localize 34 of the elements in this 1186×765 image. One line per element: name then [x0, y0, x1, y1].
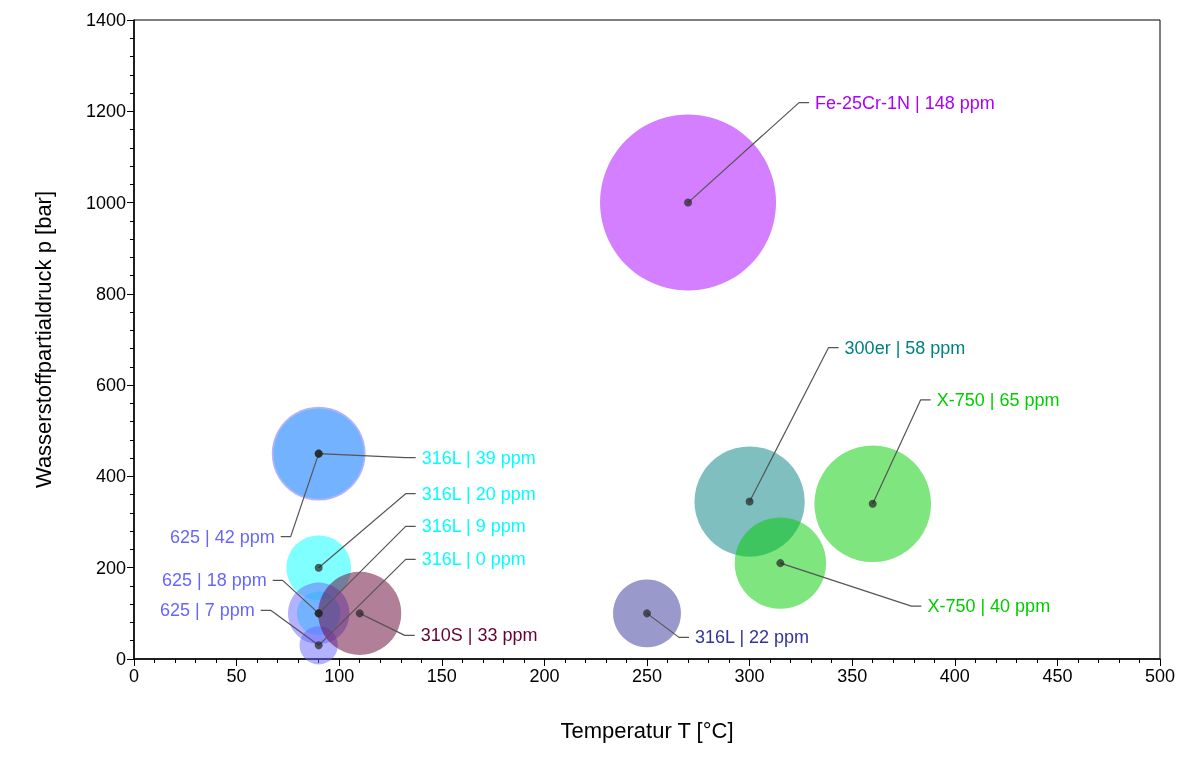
annotation: X-750 | 65 ppm — [936, 389, 1060, 410]
x-axis-title: Temperatur T [°C] — [560, 717, 734, 743]
y-tick-label: 600 — [95, 375, 126, 396]
x-tick-label: 250 — [631, 666, 663, 686]
annotation: 316L | 20 ppm — [421, 483, 536, 504]
x-tick-label: 400 — [939, 666, 970, 686]
y-tick-label: 1000 — [85, 192, 126, 213]
y-axis-title: Wasserstoffpartialdruck p [bar] — [30, 190, 56, 489]
y-tick-label: 800 — [95, 283, 126, 304]
y-tick-label: 1400 — [85, 10, 126, 30]
x-tick-label: 0 — [128, 666, 140, 686]
annotation: X-750 | 40 ppm — [927, 596, 1051, 617]
x-tick-label: 500 — [1144, 666, 1176, 686]
annotation: 310S | 33 ppm — [420, 625, 538, 646]
annotation: 625 | 18 ppm — [161, 570, 267, 591]
y-tick-label: 1200 — [85, 101, 126, 122]
annotation: 625 | 42 ppm — [169, 526, 275, 547]
annotation: 316L | 9 ppm — [421, 516, 526, 537]
x-tick-label: 150 — [426, 666, 457, 686]
x-tick-label: 350 — [837, 666, 868, 686]
x-tick-label: 450 — [1042, 666, 1073, 686]
y-tick-label: 400 — [95, 466, 126, 487]
x-tick-label: 200 — [529, 666, 560, 686]
x-tick-label: 100 — [324, 666, 355, 686]
annotation: 300er | 58 ppm — [844, 337, 966, 358]
annotation: Fe-25Cr-1N | 148 ppm — [815, 92, 995, 113]
annotation: 625 | 7 ppm — [159, 600, 255, 621]
annotation: 316L | 39 ppm — [421, 447, 536, 468]
annotation: 316L | 0 ppm — [421, 549, 526, 570]
y-tick-label: 0 — [115, 649, 126, 669]
annotation: 316L | 22 ppm — [695, 627, 810, 648]
x-tick-label: 300 — [734, 666, 765, 686]
y-tick-label: 200 — [95, 557, 126, 578]
x-tick-label: 50 — [226, 666, 247, 686]
